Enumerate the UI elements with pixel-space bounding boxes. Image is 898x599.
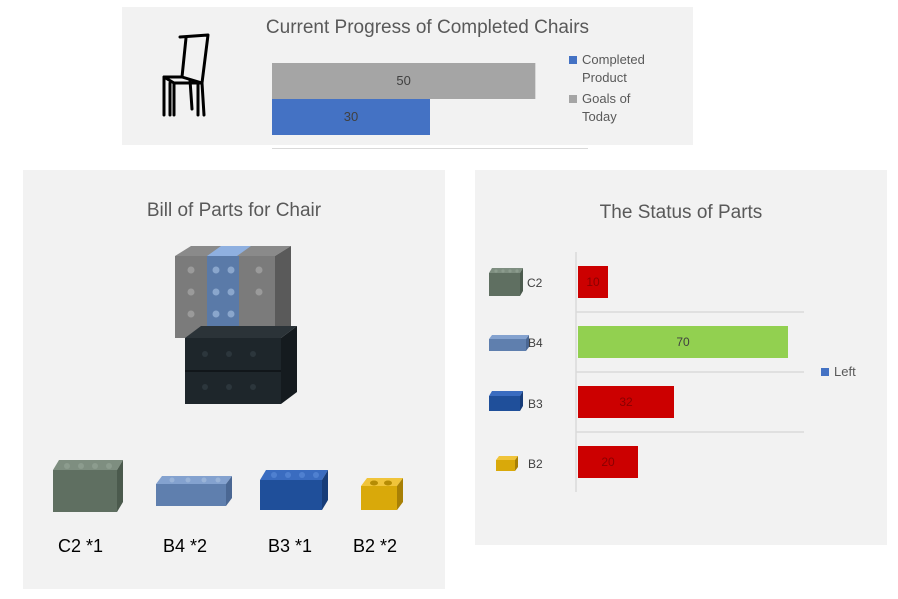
progress-panel: Current Progress of Completed Chairs 50 3…: [122, 7, 693, 145]
brick-c2-label: C2 *1: [58, 536, 104, 556]
legend-goals: Goals of Today: [569, 90, 630, 126]
legend-goals-line2: Today: [582, 109, 617, 124]
status-bar-label-b4: 70: [676, 335, 690, 349]
part-b2-icon: [496, 456, 518, 471]
status-bar-label-b2: 20: [601, 455, 615, 469]
part-c2-icon: [489, 268, 523, 296]
brick-b4-image: [156, 476, 232, 506]
chair-model-image: [175, 246, 297, 404]
status-bar-b2: [578, 446, 638, 478]
status-chart-title: The Status of Parts: [599, 202, 763, 223]
part-c2-label: C2: [527, 276, 543, 290]
status-bar-label-b3: 32: [619, 395, 633, 409]
progress-bar-1: [272, 99, 430, 135]
progress-bar-label-0: 50: [396, 73, 410, 88]
part-b4-icon: [489, 335, 529, 351]
legend-completed-line1: Completed: [582, 52, 645, 67]
part-b3-icon: [489, 391, 523, 411]
part-b3-label: B3: [528, 397, 543, 411]
legend-swatch-completed: [569, 56, 577, 64]
brick-b4-label: B4 *2: [163, 536, 208, 556]
progress-bars: 50 30: [272, 63, 536, 135]
status-bar-b3: [578, 386, 674, 418]
progress-bar-0: [272, 63, 536, 99]
progress-bar-label-1: 30: [344, 109, 358, 124]
status-panel: The Status of Parts C2 B4 B3 B2 10 70 32 20…: [475, 170, 887, 545]
status-legend-swatch: [821, 368, 829, 376]
status-legend: Left: [821, 363, 856, 381]
part-b2-label: B2: [528, 457, 543, 471]
progress-baseline: [272, 148, 588, 149]
legend-completed-line2: Product: [582, 70, 627, 85]
status-bar-b4: [578, 326, 788, 358]
legend-swatch-goals: [569, 95, 577, 103]
brick-b2-label: B2 *2: [353, 536, 398, 556]
progress-chart-title: Current Progress of Completed Chairs: [265, 17, 590, 38]
status-bar-label-c2: 10: [586, 275, 600, 289]
part-b4-label: B4: [528, 336, 543, 350]
chair-icon: [162, 33, 210, 117]
brick-b3-image: [260, 470, 328, 510]
bom-title: Bill of Parts for Chair: [146, 200, 322, 221]
status-bars: 10 70 32 20: [575, 252, 804, 492]
brick-b3-label: B3 *1: [268, 536, 313, 556]
brick-b2-image: [361, 478, 403, 510]
status-bar-c2: [578, 266, 608, 298]
bom-panel: Bill of Parts for Chair: [23, 170, 445, 589]
status-legend-label: Left: [834, 364, 856, 379]
legend-completed: Completed Product: [569, 51, 645, 87]
legend-goals-line1: Goals of: [582, 91, 631, 106]
brick-c2-image: [53, 460, 123, 512]
